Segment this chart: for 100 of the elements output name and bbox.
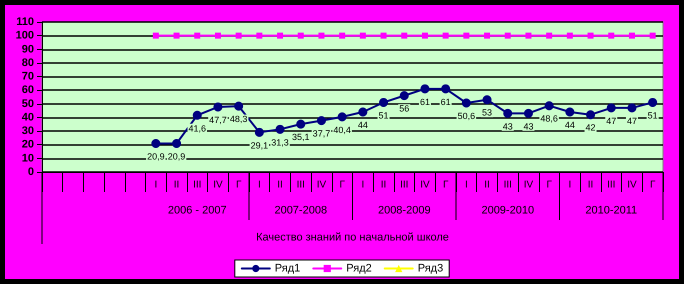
- legend-label: Ряд3: [418, 262, 444, 274]
- x-tick-label: IV: [213, 180, 223, 190]
- x-tick-label: I: [568, 180, 572, 190]
- y-tick-label: 110: [16, 16, 34, 28]
- point: [298, 32, 304, 39]
- point: [420, 84, 430, 94]
- point: [194, 32, 200, 39]
- y-tick-label: 50: [22, 98, 34, 110]
- x-tick-label: Г: [442, 180, 449, 190]
- y-tick-label: 30: [22, 125, 34, 138]
- point: [358, 108, 368, 116]
- y-tick-label: 40: [22, 111, 34, 124]
- point: [482, 95, 492, 104]
- point: [401, 32, 408, 39]
- data-label: 40,4: [333, 124, 351, 135]
- x-tick-label: II: [484, 180, 490, 190]
- point: [422, 32, 428, 39]
- data-label: 48,3: [230, 114, 248, 124]
- x-tick-label: IV: [316, 180, 326, 190]
- point: [648, 98, 658, 107]
- point: [628, 32, 635, 39]
- x-tick-label: III: [400, 180, 408, 190]
- point: [588, 32, 594, 39]
- point: [442, 32, 449, 39]
- x-tick-label: III: [296, 180, 305, 190]
- y-tick-label: 0: [28, 166, 34, 178]
- point: [152, 32, 159, 39]
- point: [339, 32, 346, 39]
- point: [296, 120, 306, 129]
- x-tick-label: I: [464, 180, 468, 190]
- point: [172, 139, 182, 148]
- point: [256, 32, 262, 39]
- point: [565, 108, 574, 116]
- text: 2009-2010: [481, 204, 534, 216]
- x-tick-label: III: [193, 180, 202, 190]
- x-tick-label: III: [504, 180, 512, 190]
- data-label: 51: [648, 110, 658, 120]
- data-label: 37,7: [312, 128, 330, 139]
- point: [400, 91, 409, 100]
- point: [236, 32, 242, 39]
- x-tick-label: IV: [524, 180, 534, 190]
- y-tick-label: 100: [16, 30, 34, 42]
- x-tick-label: Г: [236, 180, 242, 190]
- point: [318, 32, 324, 39]
- point: [254, 128, 264, 137]
- point: [338, 112, 347, 122]
- x-tick-label: Г: [650, 180, 656, 190]
- y-tick-label: 80: [22, 56, 34, 69]
- legend-label: Ряд2: [346, 262, 372, 274]
- y-tick-label: 90: [22, 43, 34, 56]
- point: [627, 103, 636, 112]
- point: [524, 108, 533, 118]
- point: [441, 84, 450, 94]
- point: [586, 110, 596, 120]
- x-axis-title: Качество знаний по начальной школе: [256, 232, 449, 244]
- x-tick-label: I: [361, 180, 364, 190]
- y-tick-label: 70: [22, 70, 34, 83]
- y-tick-label: 60: [22, 84, 34, 96]
- x-tick-label: Г: [546, 180, 552, 190]
- data-label: 47: [626, 116, 637, 126]
- point: [546, 32, 552, 39]
- x-tick-label: II: [277, 180, 283, 190]
- point: [316, 116, 326, 126]
- data-label: 47,7: [209, 114, 227, 125]
- point: [503, 108, 512, 118]
- data-label: 31,3: [271, 137, 289, 148]
- data-label: 20,9: [168, 152, 186, 162]
- x-tick-label: I: [258, 180, 261, 190]
- point: [174, 32, 180, 39]
- point: [379, 98, 388, 107]
- point: [462, 98, 471, 108]
- point: [606, 103, 616, 112]
- data-label: 20,9: [147, 152, 165, 162]
- point: [276, 124, 285, 134]
- x-tick-label: I: [154, 180, 158, 190]
- x-tick-label: II: [588, 180, 594, 190]
- data-label: 51: [378, 110, 389, 120]
- text: 2008-2009: [378, 204, 431, 216]
- text: 2007-2008: [274, 204, 328, 216]
- point: [192, 110, 202, 120]
- data-label: 44: [564, 120, 575, 130]
- point: [234, 102, 244, 111]
- data-label: 47: [606, 116, 616, 126]
- x-tick-label: II: [174, 180, 180, 190]
- data-label: 41,6: [188, 123, 206, 134]
- point: [463, 32, 470, 39]
- point: [650, 32, 656, 39]
- text: 2006 - 2007: [168, 204, 227, 216]
- data-label: 43: [502, 121, 513, 132]
- point: [544, 101, 554, 110]
- point: [484, 32, 490, 39]
- text: 2010-2011: [585, 204, 638, 216]
- point: [151, 139, 160, 148]
- data-label: 53: [482, 108, 492, 118]
- data-label: 43: [523, 121, 534, 132]
- point: [214, 32, 221, 39]
- x-tick-label: IV: [627, 180, 637, 190]
- data-label: 44: [358, 120, 368, 130]
- point: [566, 32, 573, 39]
- point: [360, 32, 366, 39]
